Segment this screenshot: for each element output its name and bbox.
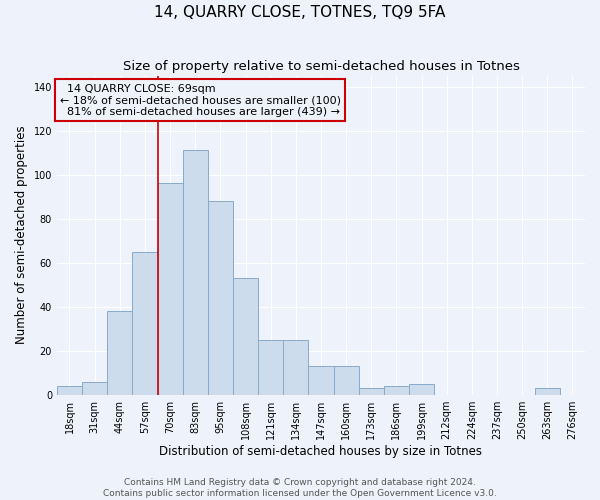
Bar xyxy=(158,184,182,394)
X-axis label: Distribution of semi-detached houses by size in Totnes: Distribution of semi-detached houses by … xyxy=(160,444,482,458)
Text: Contains HM Land Registry data © Crown copyright and database right 2024.
Contai: Contains HM Land Registry data © Crown c… xyxy=(103,478,497,498)
Bar xyxy=(308,366,334,394)
Bar xyxy=(233,278,258,394)
Text: 14 QUARRY CLOSE: 69sqm
← 18% of semi-detached houses are smaller (100)
  81% of : 14 QUARRY CLOSE: 69sqm ← 18% of semi-det… xyxy=(59,84,341,116)
Bar xyxy=(283,340,308,394)
Bar xyxy=(107,311,133,394)
Bar xyxy=(359,388,384,394)
Bar xyxy=(133,252,158,394)
Bar xyxy=(182,150,208,394)
Bar xyxy=(384,386,409,394)
Text: 14, QUARRY CLOSE, TOTNES, TQ9 5FA: 14, QUARRY CLOSE, TOTNES, TQ9 5FA xyxy=(154,5,446,20)
Bar xyxy=(409,384,434,394)
Bar xyxy=(258,340,283,394)
Y-axis label: Number of semi-detached properties: Number of semi-detached properties xyxy=(15,126,28,344)
Bar xyxy=(208,201,233,394)
Bar xyxy=(334,366,359,394)
Bar xyxy=(535,388,560,394)
Title: Size of property relative to semi-detached houses in Totnes: Size of property relative to semi-detach… xyxy=(122,60,520,73)
Bar xyxy=(82,382,107,394)
Bar xyxy=(57,386,82,394)
